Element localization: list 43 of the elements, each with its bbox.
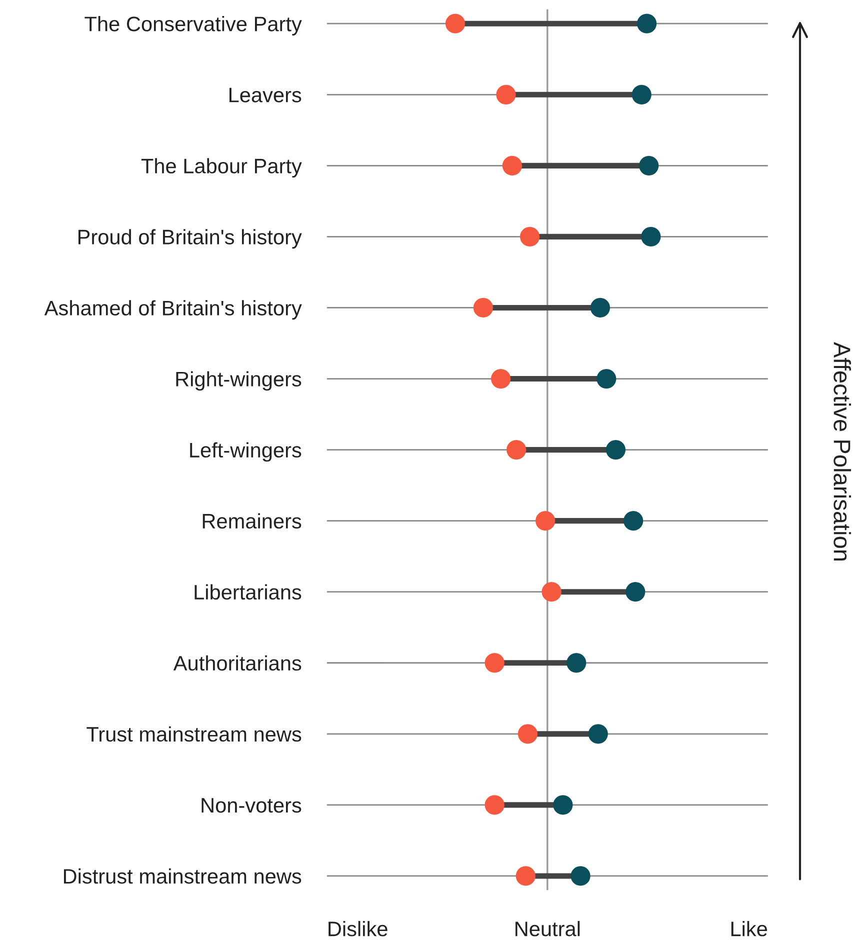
y-tick-label: Libertarians [194, 584, 302, 600]
point [490, 368, 511, 389]
point [518, 724, 538, 744]
text: Like [731, 921, 767, 936]
point [473, 298, 494, 318]
y-tick-label: Distrust mainstream news [64, 868, 302, 884]
y-tick-label: The Conservative Party [84, 16, 302, 36]
text: Dislike [328, 921, 388, 936]
point [516, 866, 536, 886]
point [641, 226, 661, 247]
y-tick-label: Ashamed of Britain's history [44, 300, 302, 320]
point [542, 582, 562, 602]
y-tick-label: Trust mainstream news [86, 726, 302, 742]
point [445, 14, 466, 34]
point [596, 368, 616, 389]
point [588, 724, 608, 744]
y-tick-label: Left-wingers [190, 442, 302, 462]
point [624, 511, 644, 531]
text: Neutral [516, 921, 580, 936]
y-tick-label: Authoritarians [173, 655, 302, 671]
y-tick-label: Right-wingers [176, 371, 302, 391]
point [553, 795, 573, 815]
y-tick-label: Non-voters [202, 798, 302, 813]
point [570, 866, 590, 886]
point [484, 653, 504, 673]
point [496, 84, 516, 104]
y-tick-label: Leavers [229, 88, 302, 102]
text: Affective Polarisation [834, 342, 852, 561]
point [566, 653, 586, 673]
point [636, 14, 657, 34]
point [536, 511, 556, 531]
point [639, 156, 659, 176]
point [484, 795, 504, 815]
point [502, 156, 522, 176]
point [520, 226, 540, 247]
point [626, 582, 646, 602]
y-tick-label: Proud of Britain's history [78, 229, 302, 249]
point [506, 440, 526, 460]
y-tick-label: The Labour Party [141, 158, 302, 178]
point [632, 84, 652, 104]
point [590, 298, 610, 318]
point [606, 440, 626, 460]
y-tick-label: Remainers [202, 513, 302, 529]
